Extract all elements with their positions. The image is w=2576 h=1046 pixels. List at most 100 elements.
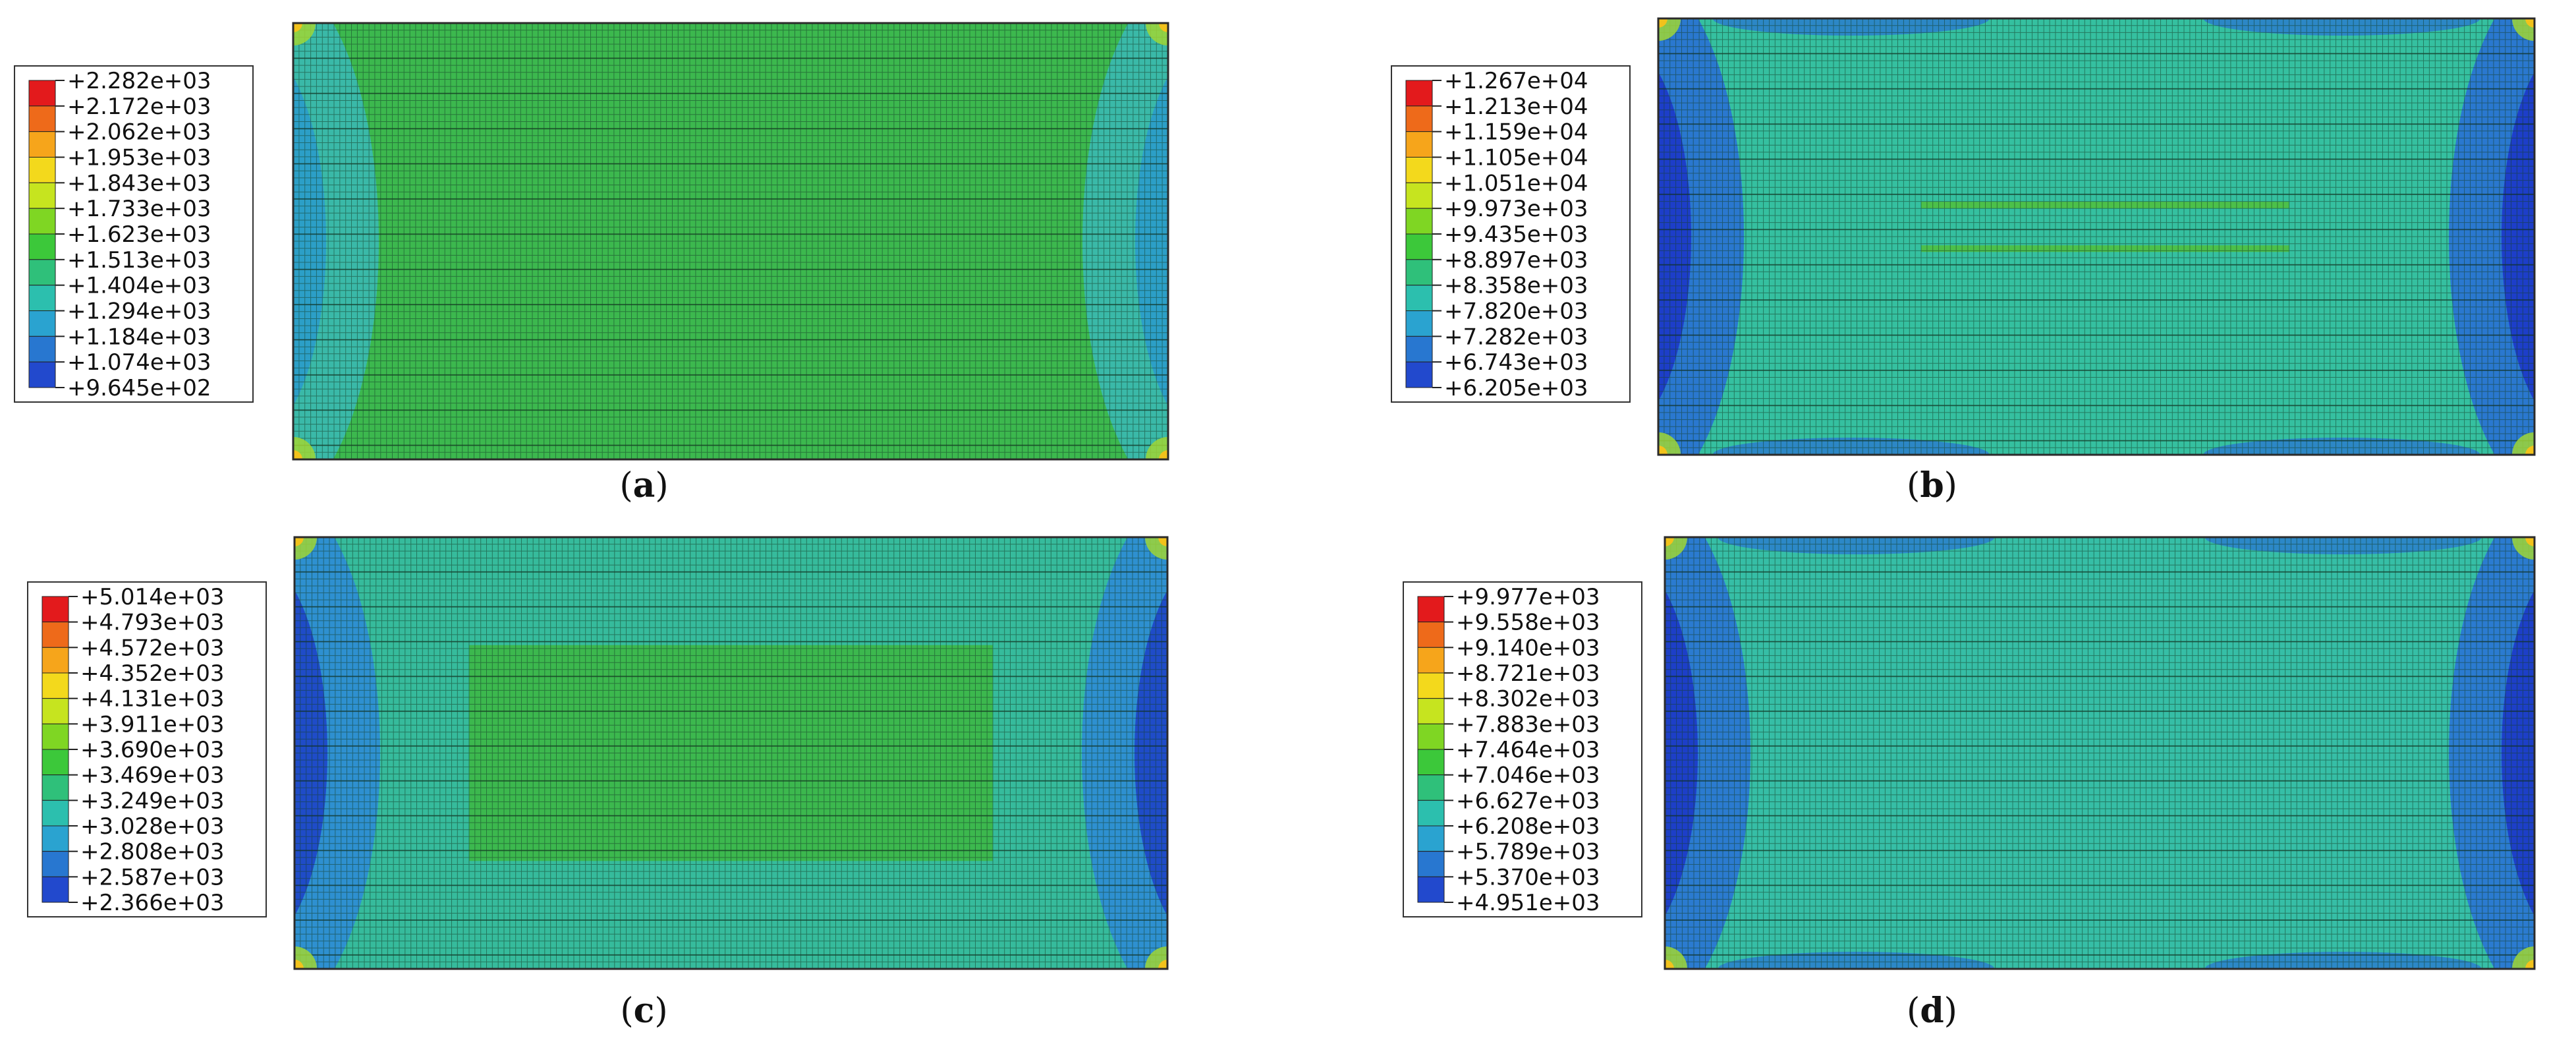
legend-color-swatch [1405,182,1433,209]
mesh-major-lines [294,537,1167,956]
panel-d: +9.977e+03 +9.558e+03 +9.140e+03 +8.721e+03… [1288,523,2576,1045]
contour-plot-a: +2.282e+03+2.172e+03+2.062e+03+1.953e+03… [14,22,1169,461]
panel-label-b: (b) [1907,465,1957,506]
legend-color-swatch [1405,208,1433,235]
legend-color-swatch [28,310,56,337]
legend-value: +1.074e+03 [67,349,211,376]
contour-stripe [1921,245,2289,252]
legend-value: +1.105e+04 [1444,145,1588,171]
legend-value: +7.464e+03 [1456,737,1600,763]
legend-color-swatch [42,799,69,827]
legend-value: +5.014e+03 [80,584,225,610]
corner-hotspot [293,23,302,32]
legend-color-swatch [42,672,69,699]
legend-color-swatch [28,105,56,132]
legend-value: +2.282e+03 [67,68,211,94]
legend-value: +2.172e+03 [67,94,211,120]
corner-hotspot [1658,18,1667,28]
legend-value: +1.953e+03 [67,145,211,171]
legend-value: +9.973e+03 [1444,196,1588,222]
mesh-field-b [1657,17,2536,456]
legend-color-swatch [1417,672,1445,699]
legend-color-swatch [42,774,69,801]
legend-color-swatch [28,182,56,209]
legend-color-swatch [1417,647,1445,674]
legend-value: +4.352e+03 [80,660,225,687]
legend-value: +3.911e+03 [80,711,225,738]
legend-color-swatch [42,698,69,724]
legend-value: +1.404e+03 [67,273,211,299]
legend-value: +5.370e+03 [1456,864,1600,890]
legend-value: +4.131e+03 [80,686,225,712]
legend-color-swatch [1417,596,1445,623]
legend-value: +4.951e+03 [1456,890,1600,916]
legend-value: +1.159e+04 [1444,119,1588,146]
corner-hotspot [294,537,304,546]
legend-value: +9.558e+03 [1456,610,1600,636]
legend-value: +1.513e+03 [67,247,211,274]
contour-plot-b: +1.267e+04+1.213e+04+1.159e+04+1.105e+04… [1391,17,2536,456]
legend-value: +1.294e+03 [67,299,211,325]
corner-hotspot [2525,446,2534,455]
legend-color-swatch [1405,259,1433,286]
contour-stripe [1921,202,2289,209]
legend-value: +6.743e+03 [1444,349,1588,376]
legend-color-swatch [42,622,69,648]
legend-value: +1.267e+04 [1444,68,1588,94]
legend-color-swatch [1405,310,1433,337]
legend-color-swatch [1417,799,1445,827]
panel-label-c: (c) [620,991,668,1031]
legend-color-swatch [42,723,69,750]
corner-hotspot [2525,18,2534,28]
legend-value: +8.302e+03 [1456,686,1600,712]
legend-color-swatch [42,851,69,877]
field-border [1657,17,2536,456]
field-border [293,536,1169,970]
legend-c: +5.014e+03+4.793e+03+4.572e+03+4.352e+03… [27,581,267,917]
legend-color-swatch [42,647,69,674]
legend-value: +1.051e+04 [1444,170,1588,196]
legend-value: +1.184e+03 [67,324,211,350]
legend-value: +7.820e+03 [1444,299,1588,325]
legend-value: +2.587e+03 [80,864,225,890]
legend-color-swatch [1417,723,1445,750]
corner-hotspot [1159,23,1168,32]
legend-value: +2.062e+03 [67,119,211,146]
mesh-field-a [292,22,1169,461]
legend-value: +3.028e+03 [80,813,225,840]
edge-contour-outer [1082,23,1168,459]
mesh-major-lines [293,23,1168,446]
legend-value: +8.897e+03 [1444,247,1588,274]
legend-color-swatch [1405,285,1433,311]
mesh-field-c [293,536,1169,970]
legend-color-swatch [1405,335,1433,363]
legend-color-swatch [1417,698,1445,724]
corner-hotspot [1665,960,1674,969]
legend-value: +1.733e+03 [67,196,211,222]
corner-hotspot [294,960,304,969]
legend-value: +2.366e+03 [80,890,225,916]
legend-color-swatch [28,131,56,158]
legend-b: +1.267e+04+1.213e+04+1.159e+04+1.105e+04… [1391,65,1631,403]
corner-hotspot [2525,537,2534,546]
legend-color-swatch [28,80,56,107]
legend-value: +9.435e+03 [1444,221,1588,248]
legend-color-swatch [42,825,69,852]
legend-value: +8.358e+03 [1444,273,1588,299]
legend-value: +9.977e+03 [1456,584,1600,610]
legend-color-swatch [1417,749,1445,776]
legend-value: +7.046e+03 [1456,763,1600,789]
legend-value: +5.789e+03 [1456,839,1600,865]
panel-label-d: (d) [1907,991,1957,1031]
legend-value: +4.793e+03 [80,610,225,636]
corner-hotspot [1158,960,1167,969]
legend-color-swatch [1405,80,1433,107]
legend-value: +6.208e+03 [1456,813,1600,840]
legend-color-swatch [1405,361,1433,388]
legend-color-swatch [42,876,69,903]
legend-color-swatch [1417,774,1445,801]
legend-color-swatch [42,596,69,623]
contour-plot-d: +9.977e+03+9.558e+03+9.140e+03+8.721e+03… [1403,536,2536,970]
legend-color-swatch [1417,851,1445,877]
panel-label-a: (a) [619,465,669,506]
